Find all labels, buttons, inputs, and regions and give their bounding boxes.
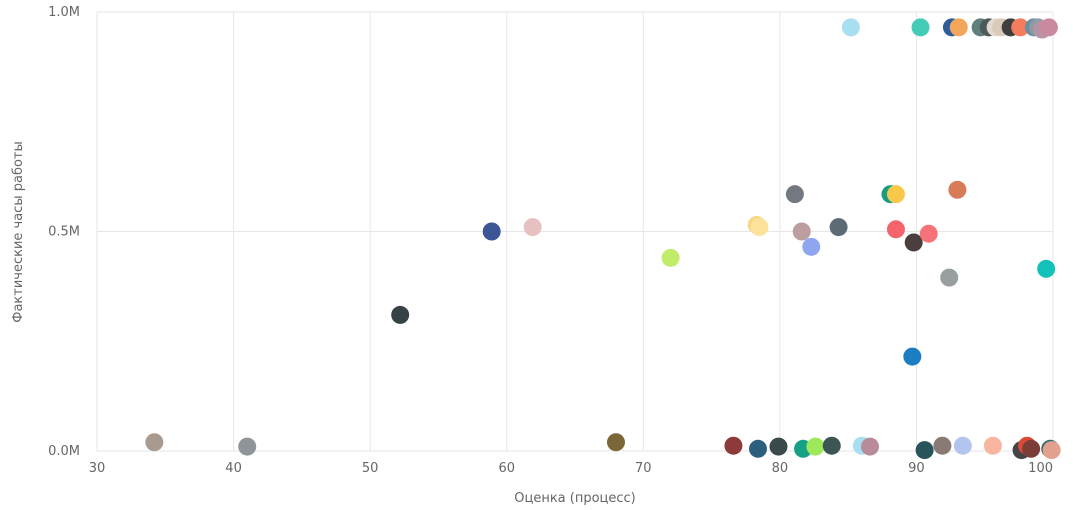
scatter-point[interactable]: [238, 438, 256, 456]
scatter-point[interactable]: [1043, 441, 1061, 459]
scatter-point[interactable]: [806, 438, 824, 456]
y-tick-label: 0.5M: [48, 225, 80, 240]
scatter-point[interactable]: [954, 437, 972, 455]
y-tick-label: 0.0M: [48, 444, 80, 459]
x-tick-label: 100: [1028, 461, 1053, 476]
scatter-point[interactable]: [749, 440, 767, 458]
scatter-point[interactable]: [802, 238, 820, 256]
scatter-point[interactable]: [950, 18, 968, 36]
scatter-point[interactable]: [607, 433, 625, 451]
scatter-point[interactable]: [912, 18, 930, 36]
y-axis-ticks: 0.0M 0.5M 1.0M: [48, 5, 80, 459]
scatter-point[interactable]: [1022, 440, 1040, 458]
scatter-point[interactable]: [984, 437, 1002, 455]
scatter-point[interactable]: [940, 269, 958, 287]
scatter-point[interactable]: [887, 220, 905, 238]
x-tick-label: 80: [772, 461, 789, 476]
scatter-point[interactable]: [793, 223, 811, 241]
scatter-point[interactable]: [842, 18, 860, 36]
y-axis-title: Фактические часы работы: [11, 141, 26, 323]
scatter-point[interactable]: [823, 437, 841, 455]
scatter-point[interactable]: [887, 185, 905, 203]
scatter-point[interactable]: [391, 306, 409, 324]
grid-lines: [97, 12, 1053, 451]
x-tick-label: 30: [89, 461, 106, 476]
scatter-point[interactable]: [903, 348, 921, 366]
scatter-point[interactable]: [933, 437, 951, 455]
scatter-point[interactable]: [524, 218, 542, 236]
scatter-point[interactable]: [145, 433, 163, 451]
scatter-point[interactable]: [724, 437, 742, 455]
x-tick-label: 40: [225, 461, 242, 476]
y-tick-label: 1.0M: [48, 5, 80, 20]
scatter-point[interactable]: [769, 438, 787, 456]
x-axis-ticks: 30 40 50 60 70 80 90 100: [89, 461, 1053, 476]
scatter-point[interactable]: [786, 185, 804, 203]
x-tick-label: 60: [498, 461, 515, 476]
scatter-point[interactable]: [483, 223, 501, 241]
scatter-point[interactable]: [662, 249, 680, 267]
scatter-point[interactable]: [916, 441, 934, 459]
scatter-point[interactable]: [750, 218, 768, 236]
x-tick-label: 90: [908, 461, 925, 476]
scatter-point[interactable]: [920, 225, 938, 243]
scatter-point[interactable]: [861, 438, 879, 456]
scatter-point[interactable]: [905, 233, 923, 251]
scatter-point[interactable]: [1037, 260, 1055, 278]
x-tick-label: 50: [362, 461, 379, 476]
scatter-point[interactable]: [948, 181, 966, 199]
x-tick-label: 70: [635, 461, 652, 476]
data-points[interactable]: [145, 18, 1060, 459]
x-axis-title: Оценка (процесс): [514, 491, 636, 506]
scatter-point[interactable]: [1040, 18, 1058, 36]
scatter-point[interactable]: [830, 218, 848, 236]
